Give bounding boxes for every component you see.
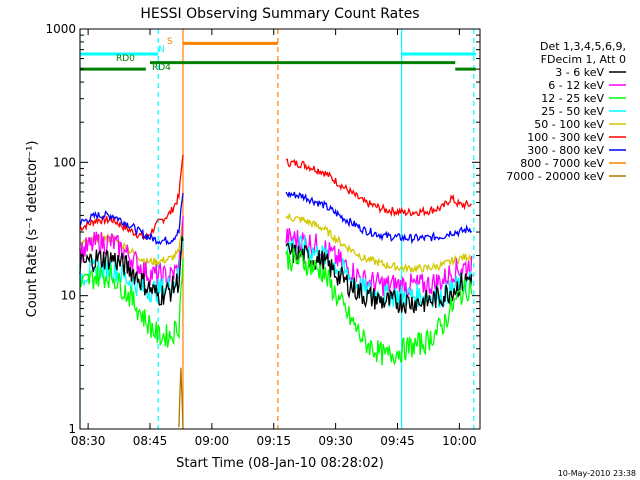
series-300-800-kev-0 <box>79 193 184 246</box>
plot-area: NS RD0 RD4 <box>79 29 476 430</box>
series-7000-20000-kev-0 <box>178 367 184 430</box>
x-axis: 08:30 08:45 09:00 09:15 09:30 09:45 10:00 <box>71 29 477 448</box>
legend-label: 25 - 50 keV <box>541 105 604 118</box>
x-axis-label: Start Time (08-Jan-10 08:28:02) <box>176 456 384 471</box>
x-tick-label: 09:30 <box>318 434 353 448</box>
series-3-6-kev-1 <box>285 243 473 314</box>
y-tick-label: 10 <box>61 289 76 303</box>
series-12-25-kev-1 <box>285 247 473 366</box>
chart-title: HESSI Observing Summary Count Rates <box>140 6 419 22</box>
series-100-300-kev-0 <box>79 154 184 240</box>
flag-label-rd0: RD0 <box>116 54 135 64</box>
legend-label: 100 - 300 keV <box>527 131 604 144</box>
x-tick-label: 08:30 <box>71 434 106 448</box>
x-tick-label: 09:00 <box>195 434 230 448</box>
series-3-6-kev-0 <box>79 236 184 306</box>
flag-label-s: S <box>167 37 173 47</box>
legend-header-line: Det 1,3,4,5,6,9, <box>540 40 626 53</box>
series-12-25-kev-0 <box>79 258 184 348</box>
legend-header-line: FDecim 1, Att 0 <box>541 53 626 66</box>
legend-label: 50 - 100 keV <box>534 118 604 131</box>
series-100-300-kev-1 <box>285 158 472 218</box>
plot-frame <box>79 28 481 430</box>
generation-date: 10-May-2010 23:38 <box>558 469 636 478</box>
legend-label: 12 - 25 keV <box>541 92 604 105</box>
x-tick-label: 10:00 <box>442 434 477 448</box>
y-tick-label: 1000 <box>45 22 76 36</box>
y-axis: 1 10 100 1000 <box>45 22 480 436</box>
y-axis-label: Count Rate (s⁻¹ detector⁻¹) <box>25 141 40 318</box>
series-50-100-kev-1 <box>285 212 473 273</box>
legend: Det 1,3,4,5,6,9,FDecim 1, Att 03 - 6 keV… <box>506 40 626 183</box>
legend-label: 7000 - 20000 keV <box>506 170 604 183</box>
x-tick-label: 09:15 <box>256 434 291 448</box>
legend-label: 800 - 7000 keV <box>520 157 604 170</box>
y-tick-label: 100 <box>53 155 76 169</box>
x-tick-label: 08:45 <box>133 434 168 448</box>
legend-label: 6 - 12 keV <box>548 79 604 92</box>
legend-label: 300 - 800 keV <box>527 144 604 157</box>
x-tick-label: 09:45 <box>380 434 415 448</box>
flag-label-rd4: RD4 <box>152 63 171 73</box>
flag-label-n: N <box>158 45 165 55</box>
series-300-800-kev-1 <box>285 191 473 245</box>
y-tick-label: 1 <box>68 422 76 436</box>
legend-label: 3 - 6 keV <box>555 66 604 79</box>
series-6-12-kev-0 <box>79 216 184 288</box>
